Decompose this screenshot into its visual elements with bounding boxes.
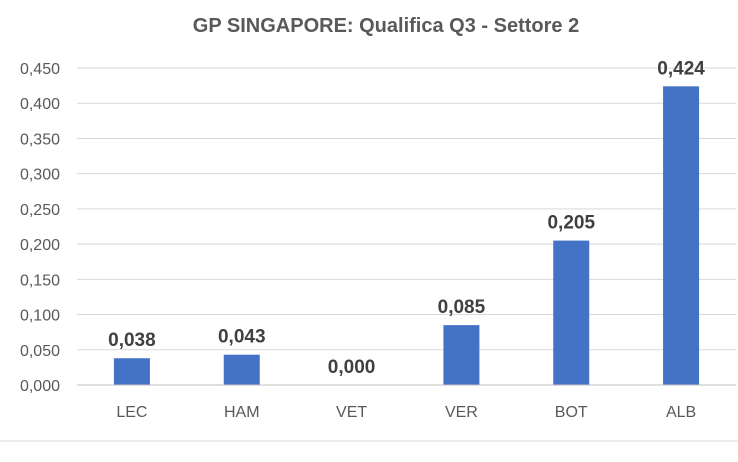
y-axis-tick-labels: 0,000 0,050 0,100 0,150 0,200 0,250 0,300 0,350…: [20, 61, 60, 395]
y-tick-label: 0,450: [20, 61, 60, 78]
data-labels: 0,038 0,043 0,000 0,085 0,205 0,424: [108, 58, 705, 378]
x-axis-category-labels: LEC HAM VET VER BOT ALB: [116, 404, 696, 421]
bar-ver: [443, 325, 480, 385]
y-tick-label: 0,400: [20, 96, 60, 113]
bar-ham: [223, 354, 260, 385]
data-label-ham: 0,043: [218, 327, 266, 348]
data-label-lec: 0,038: [108, 330, 156, 351]
bar-lec: [113, 358, 150, 385]
y-tick-label: 0,350: [20, 131, 60, 148]
y-tick-label: 0,050: [20, 343, 60, 360]
chart-title: GP SINGAPORE: Qualifica Q3 - Settore 2: [193, 15, 579, 37]
data-label-alb: 0,424: [657, 58, 705, 79]
y-tick-label: 0,150: [20, 272, 60, 289]
category-label-alb: ALB: [666, 404, 696, 421]
y-tick-label: 0,000: [20, 378, 60, 395]
category-label-lec: LEC: [116, 404, 147, 421]
category-label-ham: HAM: [224, 404, 260, 421]
data-label-vet: 0,000: [328, 357, 376, 378]
y-tick-label: 0,100: [20, 308, 60, 325]
bar-alb: [663, 86, 700, 385]
data-label-bot: 0,205: [547, 213, 595, 234]
y-tick-label: 0,250: [20, 202, 60, 219]
gridlines: [77, 67, 736, 351]
y-tick-label: 0,300: [20, 167, 60, 184]
category-label-ver: VER: [445, 404, 478, 421]
bars: [113, 86, 700, 385]
category-label-vet: VET: [336, 404, 367, 421]
data-label-ver: 0,085: [438, 297, 486, 318]
category-label-bot: BOT: [555, 404, 588, 421]
y-tick-label: 0,200: [20, 237, 60, 254]
bar-bot: [553, 240, 590, 385]
